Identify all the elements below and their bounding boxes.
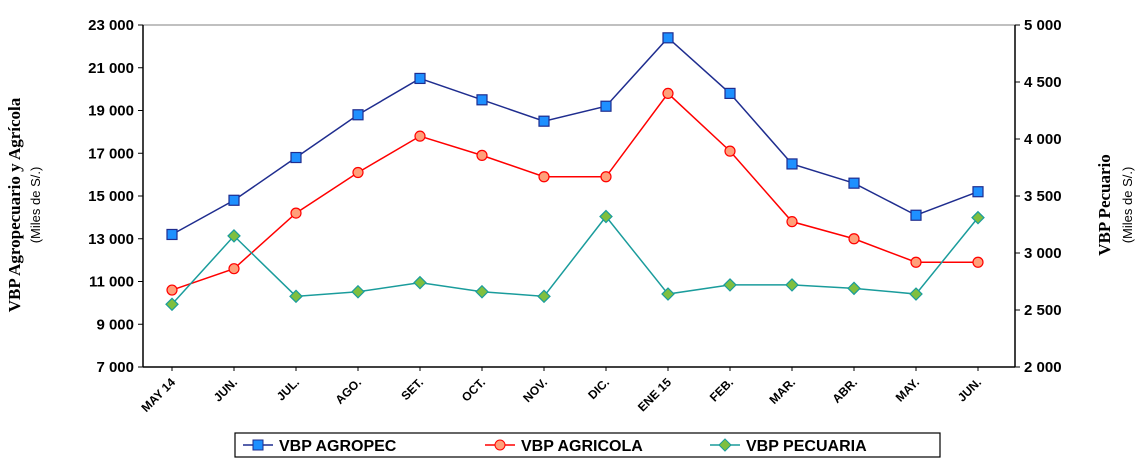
data-point-square: [910, 209, 922, 221]
right-tick-label: 4 000: [1024, 131, 1062, 148]
left-tick-label: 11 000: [89, 274, 134, 291]
series-line: [171, 36, 979, 236]
data-point-circle: [600, 171, 612, 183]
data-point-circle: [352, 166, 364, 179]
data-point-circle: [910, 256, 922, 268]
data-point-square: [228, 194, 240, 206]
plot-frame: [142, 24, 1016, 368]
right-axis-subtitle: (Miles de S/.): [1120, 167, 1135, 244]
x-tick-label: NOV.: [520, 375, 550, 405]
x-tick-label: FEB.: [707, 375, 736, 404]
data-point-diamond: [599, 209, 613, 224]
data-point-square: [848, 177, 860, 189]
data-point-diamond: [165, 297, 179, 312]
data-point-circle: [972, 256, 984, 268]
data-point-circle: [476, 149, 488, 161]
left-axis-title: VBP Agropecuario y Agrícola: [5, 97, 24, 312]
right-tick-label: 5 000: [1024, 17, 1062, 34]
right-tick-label: 2 500: [1024, 302, 1062, 319]
left-tick-label: 23 000: [88, 17, 134, 34]
data-point-square: [662, 32, 674, 44]
data-point-diamond: [351, 284, 365, 299]
series-line: [171, 215, 979, 305]
x-tick-label: MAR.: [767, 375, 799, 407]
data-point-circle: [166, 284, 178, 296]
data-point-square: [724, 87, 736, 100]
data-point-diamond: [227, 229, 241, 243]
legend-label: VBP AGROPEC: [279, 438, 397, 455]
x-tick-label: OCT.: [459, 375, 488, 404]
plot-area: [165, 32, 985, 312]
x-tick-label: SET.: [398, 375, 426, 403]
data-point-square: [538, 115, 550, 127]
data-point-square: [476, 94, 488, 106]
x-tick-label: JUL.: [274, 375, 302, 403]
left-tick-label: 7 000: [96, 359, 134, 376]
x-tick-label: MAY.: [893, 375, 922, 404]
legend-label: VBP AGRICOLA: [521, 438, 643, 455]
data-point-square: [352, 109, 364, 121]
data-point-square: [600, 100, 612, 112]
legend-marker-circle: [494, 439, 506, 451]
data-point-square: [414, 72, 426, 85]
data-point-circle: [662, 87, 674, 100]
data-point-circle: [414, 130, 426, 142]
x-tick-label: AGO.: [333, 375, 365, 407]
legend: VBP AGROPEC VBP AGRICOLA VBP PECUARIA: [234, 432, 941, 458]
x-tick-label: ABR.: [829, 375, 860, 406]
data-point-square: [166, 228, 178, 241]
left-axis-subtitle: (Miles de S/.): [28, 167, 43, 244]
axes: [138, 24, 1020, 371]
right-tick-label: 3 500: [1024, 188, 1062, 205]
data-point-diamond: [537, 289, 551, 304]
data-point-square: [290, 151, 302, 164]
data-point-circle: [786, 216, 798, 228]
legend-marker-square: [252, 439, 264, 451]
data-point-circle: [228, 263, 240, 275]
left-tick-label: 21 000: [88, 60, 134, 77]
legend-marker-diamond: [718, 438, 732, 452]
x-tick-label: JUN.: [955, 375, 984, 404]
right-axis-title: VBP Pecuario: [1095, 154, 1114, 256]
data-point-diamond: [289, 289, 303, 304]
left-tick-label: 19 000: [88, 103, 134, 120]
left-tick-label: 17 000: [88, 145, 134, 162]
data-point-circle: [538, 171, 550, 183]
data-point-diamond: [971, 210, 985, 225]
x-tick-label: JUN.: [211, 375, 240, 404]
data-point-square: [786, 158, 798, 170]
data-point-diamond: [413, 275, 427, 290]
legend-label: VBP PECUARIA: [746, 438, 867, 455]
x-tick-label: DIC.: [585, 375, 612, 402]
data-point-circle: [848, 233, 860, 245]
x-tick-label: MAY 14: [139, 375, 179, 415]
left-tick-label: 9 000: [96, 316, 134, 333]
legend-box: [234, 432, 941, 458]
right-tick-label: 4 500: [1024, 74, 1062, 91]
data-point-diamond: [475, 284, 489, 299]
right-tick-label: 2 000: [1024, 359, 1062, 376]
data-point-diamond: [847, 281, 861, 296]
x-tick-label: ENE 15: [635, 375, 674, 414]
data-point-circle: [724, 145, 736, 157]
data-point-diamond: [909, 287, 923, 301]
left-tick-label: 15 000: [88, 188, 134, 205]
data-point-diamond: [785, 278, 799, 292]
data-point-square: [972, 186, 984, 198]
series-line: [171, 92, 978, 291]
data-point-circle: [290, 207, 302, 219]
data-point-diamond: [723, 278, 737, 292]
right-tick-label: 3 000: [1024, 245, 1062, 262]
left-tick-label: 13 000: [88, 231, 134, 248]
data-point-diamond: [661, 287, 675, 301]
